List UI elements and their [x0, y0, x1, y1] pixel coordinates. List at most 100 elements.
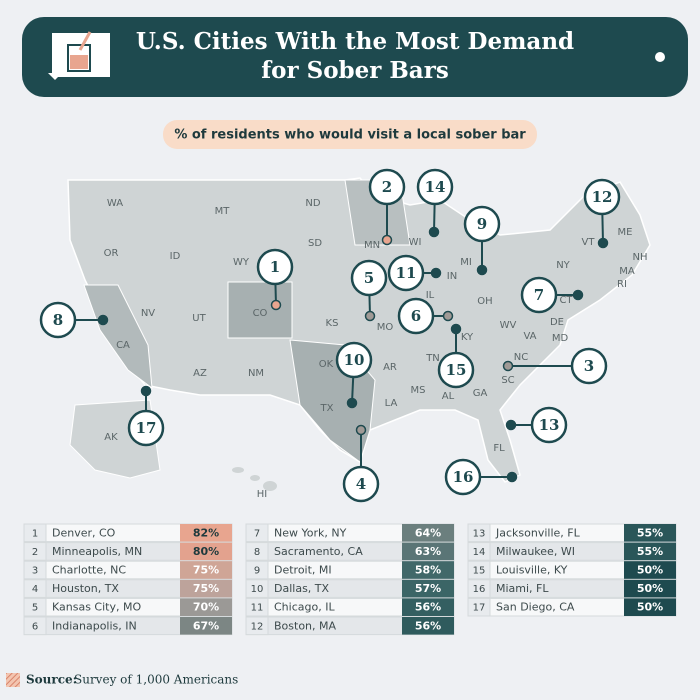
marker-badge — [127, 409, 165, 447]
state-label: AR — [383, 362, 397, 373]
marker-label: 15 — [446, 361, 467, 379]
pct-cell — [180, 598, 232, 616]
rank: 4 — [32, 584, 38, 595]
marker-label: 17 — [136, 419, 157, 437]
marker-badge — [530, 406, 568, 444]
rank-cell — [467, 579, 491, 598]
pct: 63% — [415, 545, 441, 558]
pct: 75% — [193, 564, 219, 577]
rank-cell — [23, 616, 47, 636]
pct-cell — [402, 542, 454, 561]
marker-badge — [583, 178, 621, 216]
source-label: Source: — [26, 673, 77, 687]
marker-dot — [502, 360, 514, 372]
state-label: IN — [447, 271, 457, 282]
marker-label: 2 — [382, 178, 392, 196]
rank: 11 — [251, 603, 264, 614]
marker-badge — [570, 347, 608, 385]
rank-cell — [245, 542, 269, 561]
banner-hole — [655, 52, 665, 62]
city: Detroit, MI — [274, 564, 332, 577]
state-label: TN — [425, 353, 440, 364]
rank: 6 — [32, 621, 38, 632]
marker-dot — [140, 385, 152, 397]
state-label: TX — [320, 403, 334, 414]
title: U.S. Cities With the Most Demand — [136, 28, 574, 55]
state-label: DE — [550, 317, 564, 328]
marker-badge — [350, 259, 388, 297]
rank: 2 — [32, 547, 38, 558]
pct: 64% — [415, 526, 441, 539]
rank-cell — [23, 579, 47, 598]
city: San Diego, CA — [496, 601, 575, 614]
pct-cell — [624, 542, 676, 561]
rank: 5 — [32, 603, 38, 614]
rank: 16 — [473, 584, 486, 595]
marker-dot — [476, 264, 488, 276]
rank: 10 — [251, 584, 264, 595]
pct-cell — [624, 524, 676, 542]
state-label: CT — [559, 295, 573, 306]
rank-cell — [467, 597, 491, 617]
marker-dot — [430, 267, 442, 279]
pct: 70% — [193, 601, 219, 614]
state-label: CA — [116, 340, 130, 351]
pct: 50% — [637, 582, 663, 595]
marker-dot — [505, 419, 517, 431]
state-label: OR — [104, 248, 119, 259]
marker-dot — [381, 234, 393, 246]
city: Kansas City, MO — [52, 601, 141, 614]
state-label: SC — [501, 375, 514, 386]
rank-cell — [23, 542, 47, 561]
pct: 75% — [193, 582, 219, 595]
pct-cell — [180, 617, 232, 635]
marker-badge — [342, 465, 380, 503]
marker-badge — [335, 341, 373, 379]
rank: 13 — [473, 528, 486, 539]
pct: 58% — [415, 564, 441, 577]
state-label: KS — [326, 318, 339, 329]
city: New York, NY — [274, 526, 347, 539]
state-label: VT — [582, 237, 596, 248]
header-banner — [22, 17, 688, 97]
source-icon — [6, 673, 20, 687]
marker-badge — [387, 254, 425, 292]
rank-cell — [467, 523, 491, 543]
state-label: AL — [442, 391, 455, 402]
marker-label: 12 — [592, 188, 613, 206]
city: Dallas, TX — [274, 582, 330, 595]
state-label: NY — [556, 260, 570, 271]
pct: 56% — [415, 601, 441, 614]
pct-cell — [624, 598, 676, 616]
pct: 67% — [193, 619, 219, 632]
marker-label: 4 — [356, 475, 366, 493]
source-text: Survey of 1,000 Americans — [74, 673, 238, 687]
marker-badge — [520, 276, 558, 314]
state-label: RI — [617, 279, 627, 290]
rank-cell — [23, 560, 47, 580]
city: Louisville, KY — [496, 564, 568, 577]
drink-icon — [48, 31, 110, 80]
marker-dot — [428, 226, 440, 238]
state-label: IL — [426, 290, 435, 301]
rank: 9 — [254, 566, 260, 577]
marker-label: 11 — [396, 264, 417, 282]
pct-cell — [402, 561, 454, 579]
marker-badge — [444, 458, 482, 496]
rank-cell — [467, 560, 491, 580]
rank-cell — [245, 523, 269, 543]
pct-cell — [180, 579, 232, 598]
state-label: WV — [500, 320, 517, 331]
marker-dot — [442, 310, 454, 322]
marker-dot — [346, 397, 358, 409]
pct-cell — [180, 561, 232, 579]
rank: 8 — [254, 547, 260, 558]
rank: 1 — [32, 528, 38, 539]
title: for Sober Bars — [261, 57, 449, 84]
marker-dot — [506, 471, 518, 483]
state-label: HI — [257, 489, 267, 500]
rank-cell — [245, 597, 269, 617]
rank: 14 — [473, 547, 486, 558]
pct-cell — [402, 579, 454, 598]
